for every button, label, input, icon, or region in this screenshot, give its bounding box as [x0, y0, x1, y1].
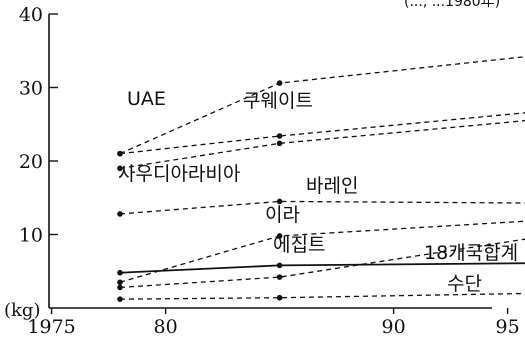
data-point: [117, 269, 123, 276]
data-point: [117, 284, 123, 291]
y-tick-label: 10: [19, 225, 43, 247]
series-line: [119, 200, 525, 215]
data-point: [276, 133, 283, 139]
series-7: [117, 262, 525, 276]
series-3: [117, 120, 525, 172]
data-point: [276, 262, 283, 269]
series-label: 18개국합계: [424, 242, 518, 264]
y-tick-label: 30: [19, 78, 43, 100]
data-point: [117, 296, 123, 302]
series-8: [117, 292, 525, 302]
series-label: 이라: [265, 204, 300, 226]
x-tick-label: 80: [154, 316, 178, 338]
data-point: [276, 233, 283, 239]
data-point: [276, 198, 283, 205]
chart-axes: 1020304019758090952000: [19, 4, 520, 338]
series-6: [117, 238, 525, 291]
data-point: [117, 150, 123, 157]
y-tick-label: 20: [19, 151, 43, 173]
series-line: [119, 238, 525, 289]
series-2: [117, 112, 525, 157]
series-label: 수단: [447, 273, 482, 295]
x-tick-label: 1975: [27, 316, 75, 338]
series-line: [119, 292, 525, 300]
series-line: [119, 112, 525, 155]
series-label: UAE: [127, 88, 166, 110]
series-label: 에집트: [273, 234, 325, 256]
data-point: [276, 274, 283, 280]
chart-note: (..., ...1980年): [404, 0, 500, 10]
series-4: [117, 198, 525, 217]
y-tick-label: 40: [19, 4, 43, 26]
x-tick-label: 95: [496, 316, 520, 338]
x-tick-label: 90: [382, 316, 406, 338]
series-label: 사우디아라비아: [118, 163, 240, 185]
series-5: [117, 220, 525, 286]
data-point: [276, 294, 283, 301]
data-point: [117, 165, 123, 172]
series-line: [119, 56, 525, 155]
y-axis-unit-label: (kg): [4, 300, 40, 321]
series-label: 바레인: [306, 175, 358, 197]
series-line: [119, 120, 525, 169]
series-1: [117, 56, 525, 157]
data-point: [276, 80, 283, 86]
data-point: [276, 140, 283, 147]
chart-series: [117, 56, 525, 302]
series-label: 쿠웨이트: [243, 90, 313, 112]
data-point: [117, 279, 123, 286]
data-point: [117, 211, 123, 217]
